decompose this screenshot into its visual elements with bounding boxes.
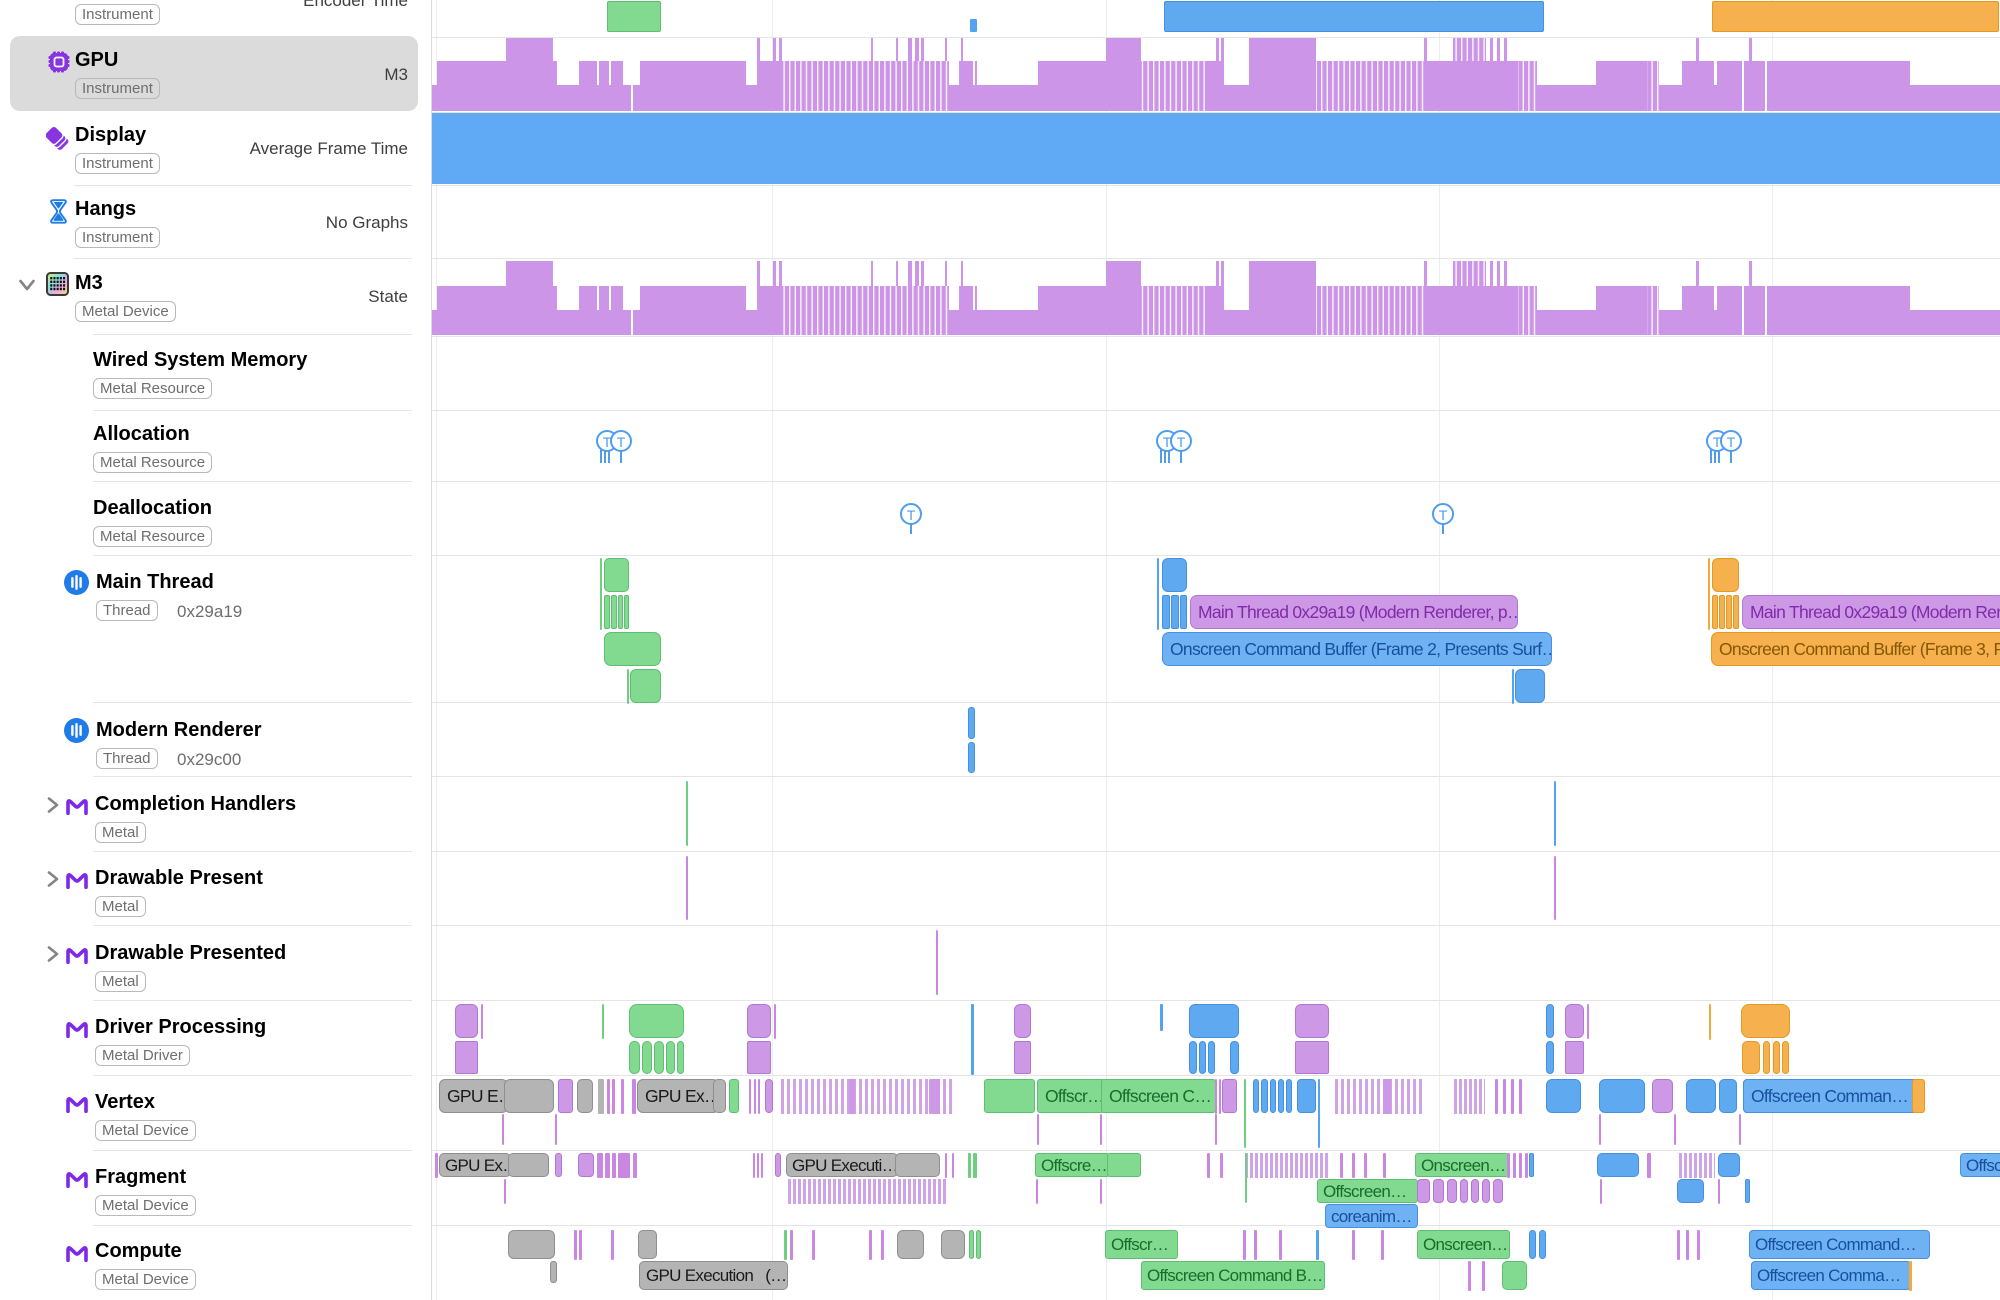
svg-text:T: T — [907, 507, 916, 523]
svg-text:T: T — [1163, 434, 1172, 450]
svg-text:T: T — [1713, 434, 1722, 450]
svg-text:T: T — [1439, 507, 1448, 523]
svg-text:T: T — [617, 434, 626, 450]
svg-text:T: T — [1727, 434, 1736, 450]
svg-text:T: T — [1177, 434, 1186, 450]
svg-text:T: T — [603, 434, 612, 450]
